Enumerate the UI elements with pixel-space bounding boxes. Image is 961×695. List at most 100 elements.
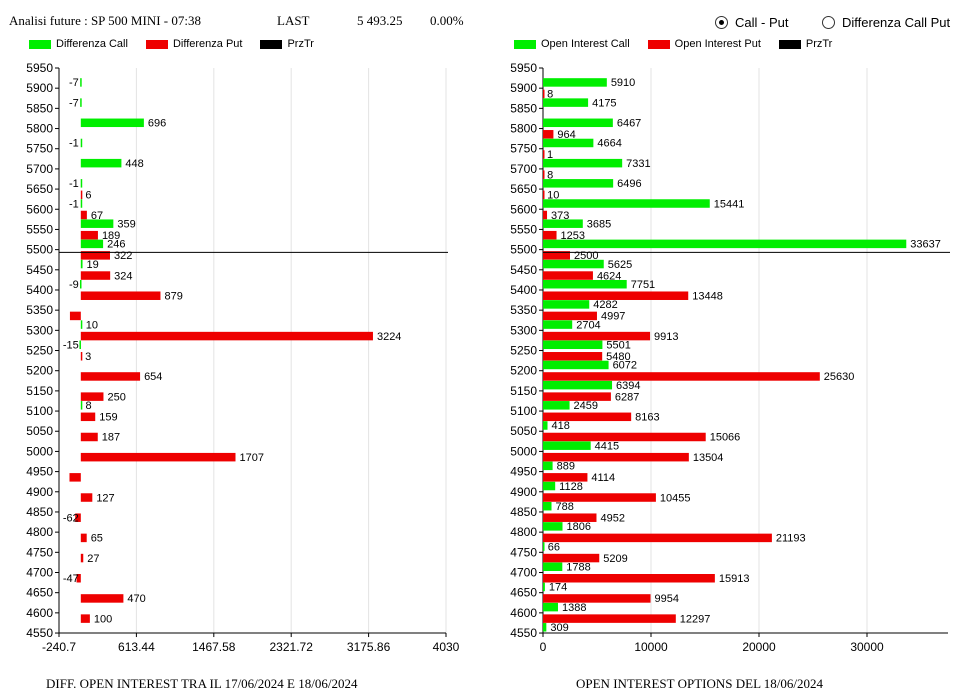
- put-bar: [75, 513, 81, 522]
- call-bar: [80, 219, 114, 228]
- data-label: 13448: [692, 290, 723, 302]
- data-label: 309: [550, 622, 568, 634]
- put-bar: [543, 392, 611, 401]
- put-bar: [80, 452, 236, 462]
- data-label: 6072: [613, 360, 637, 372]
- y-tick-label: 5600: [26, 202, 53, 216]
- data-label: 65: [91, 533, 103, 545]
- call-bar: [543, 259, 604, 269]
- y-tick-label: 5650: [26, 182, 53, 196]
- put-bar: [543, 210, 548, 220]
- call-bar: [543, 118, 613, 128]
- x-tick-label: -240.7: [42, 640, 76, 654]
- call-bar: [543, 542, 545, 551]
- call-bar: [543, 98, 589, 107]
- put-bar: [80, 594, 124, 603]
- legend-label: Open Interest Put: [674, 38, 761, 50]
- data-label: 187: [102, 432, 120, 444]
- y-tick-label: 4600: [510, 606, 537, 620]
- data-label: 19: [87, 259, 99, 271]
- put-bar: [80, 614, 90, 623]
- legend-item-przt: PrzTr: [260, 38, 314, 50]
- y-tick-label: 4550: [26, 626, 53, 640]
- call-bar: [543, 340, 603, 350]
- radio-call-put[interactable]: Call - Put: [715, 15, 788, 30]
- data-label: 10: [547, 190, 559, 202]
- y-tick-label: 4950: [510, 465, 537, 479]
- data-label: 322: [114, 250, 132, 262]
- put-bar: [76, 574, 81, 583]
- data-label: 27: [87, 553, 99, 565]
- right-chart-caption: OPEN INTEREST OPTIONS DEL 18/06/2024: [576, 676, 823, 691]
- y-tick-label: 5250: [510, 344, 537, 358]
- data-label: 1707: [239, 452, 263, 464]
- data-label: 8: [547, 89, 553, 101]
- put-bar: [543, 352, 603, 361]
- x-tick-label: 20000: [742, 640, 776, 654]
- put-bar: [80, 432, 98, 442]
- legend-label: PrzTr: [805, 38, 833, 50]
- put-bar: [80, 553, 84, 563]
- data-label: 6287: [615, 391, 639, 403]
- call-bar: [80, 118, 144, 128]
- data-label: 5501: [606, 340, 630, 352]
- data-label: 2500: [574, 250, 598, 262]
- put-bar: [543, 412, 632, 422]
- put-bar: [543, 513, 597, 522]
- data-label: 1788: [566, 562, 590, 574]
- data-label: 4114: [591, 472, 615, 484]
- data-label: 159: [99, 412, 117, 424]
- data-label: -62: [63, 512, 79, 524]
- data-label: 359: [117, 218, 135, 230]
- data-label: 4175: [592, 97, 616, 109]
- y-tick-label: 4950: [26, 465, 53, 479]
- call-bar: [543, 300, 590, 309]
- y-tick-label: 5550: [26, 222, 53, 236]
- y-tick-label: 4800: [26, 525, 53, 539]
- data-label: 4952: [600, 512, 624, 524]
- legend-label: Open Interest Call: [541, 38, 630, 50]
- data-label: -9: [69, 279, 79, 291]
- call-bar: [543, 158, 623, 168]
- data-label: 889: [557, 461, 575, 473]
- data-label: 7331: [626, 158, 650, 170]
- y-tick-label: 5500: [510, 243, 537, 257]
- put-bar: [80, 291, 161, 300]
- y-tick-label: 4850: [510, 505, 537, 519]
- data-label: 189: [102, 230, 120, 242]
- call-bar: [543, 501, 552, 511]
- data-label: 12297: [680, 613, 711, 625]
- y-tick-label: 5300: [26, 323, 53, 337]
- data-label: 3685: [587, 218, 611, 230]
- data-label: -1: [69, 138, 79, 150]
- put-bar: [80, 533, 87, 543]
- put-bar: [543, 553, 600, 563]
- data-label: 5480: [606, 351, 630, 363]
- data-label: -47: [63, 573, 79, 585]
- put-bar: [543, 190, 545, 200]
- y-tick-label: 5250: [26, 344, 53, 358]
- data-label: 100: [94, 613, 112, 625]
- put-bar: [80, 412, 96, 422]
- data-label: 8: [86, 400, 92, 412]
- call-bar: [543, 138, 594, 148]
- call-bar: [80, 401, 83, 410]
- radio-diff-call-put[interactable]: Differenza Call Put: [822, 15, 950, 30]
- call-bar: [79, 279, 82, 289]
- put-bar: [543, 89, 545, 99]
- put-bar: [69, 311, 81, 321]
- data-label: 13504: [693, 452, 724, 464]
- y-tick-label: 5900: [26, 81, 53, 95]
- y-tick-label: 5950: [510, 61, 537, 75]
- y-tick-label: 5850: [26, 101, 53, 115]
- data-label: 324: [114, 270, 132, 282]
- y-tick-label: 4700: [26, 566, 53, 580]
- call-bar: [543, 320, 573, 329]
- last-value: 5 493.25: [357, 13, 403, 28]
- y-tick-label: 5200: [510, 364, 537, 378]
- data-label: 696: [148, 118, 166, 130]
- call-bar: [80, 320, 83, 329]
- put-bar: [543, 150, 545, 159]
- y-tick-label: 4650: [510, 586, 537, 600]
- y-tick-label: 5350: [510, 303, 537, 317]
